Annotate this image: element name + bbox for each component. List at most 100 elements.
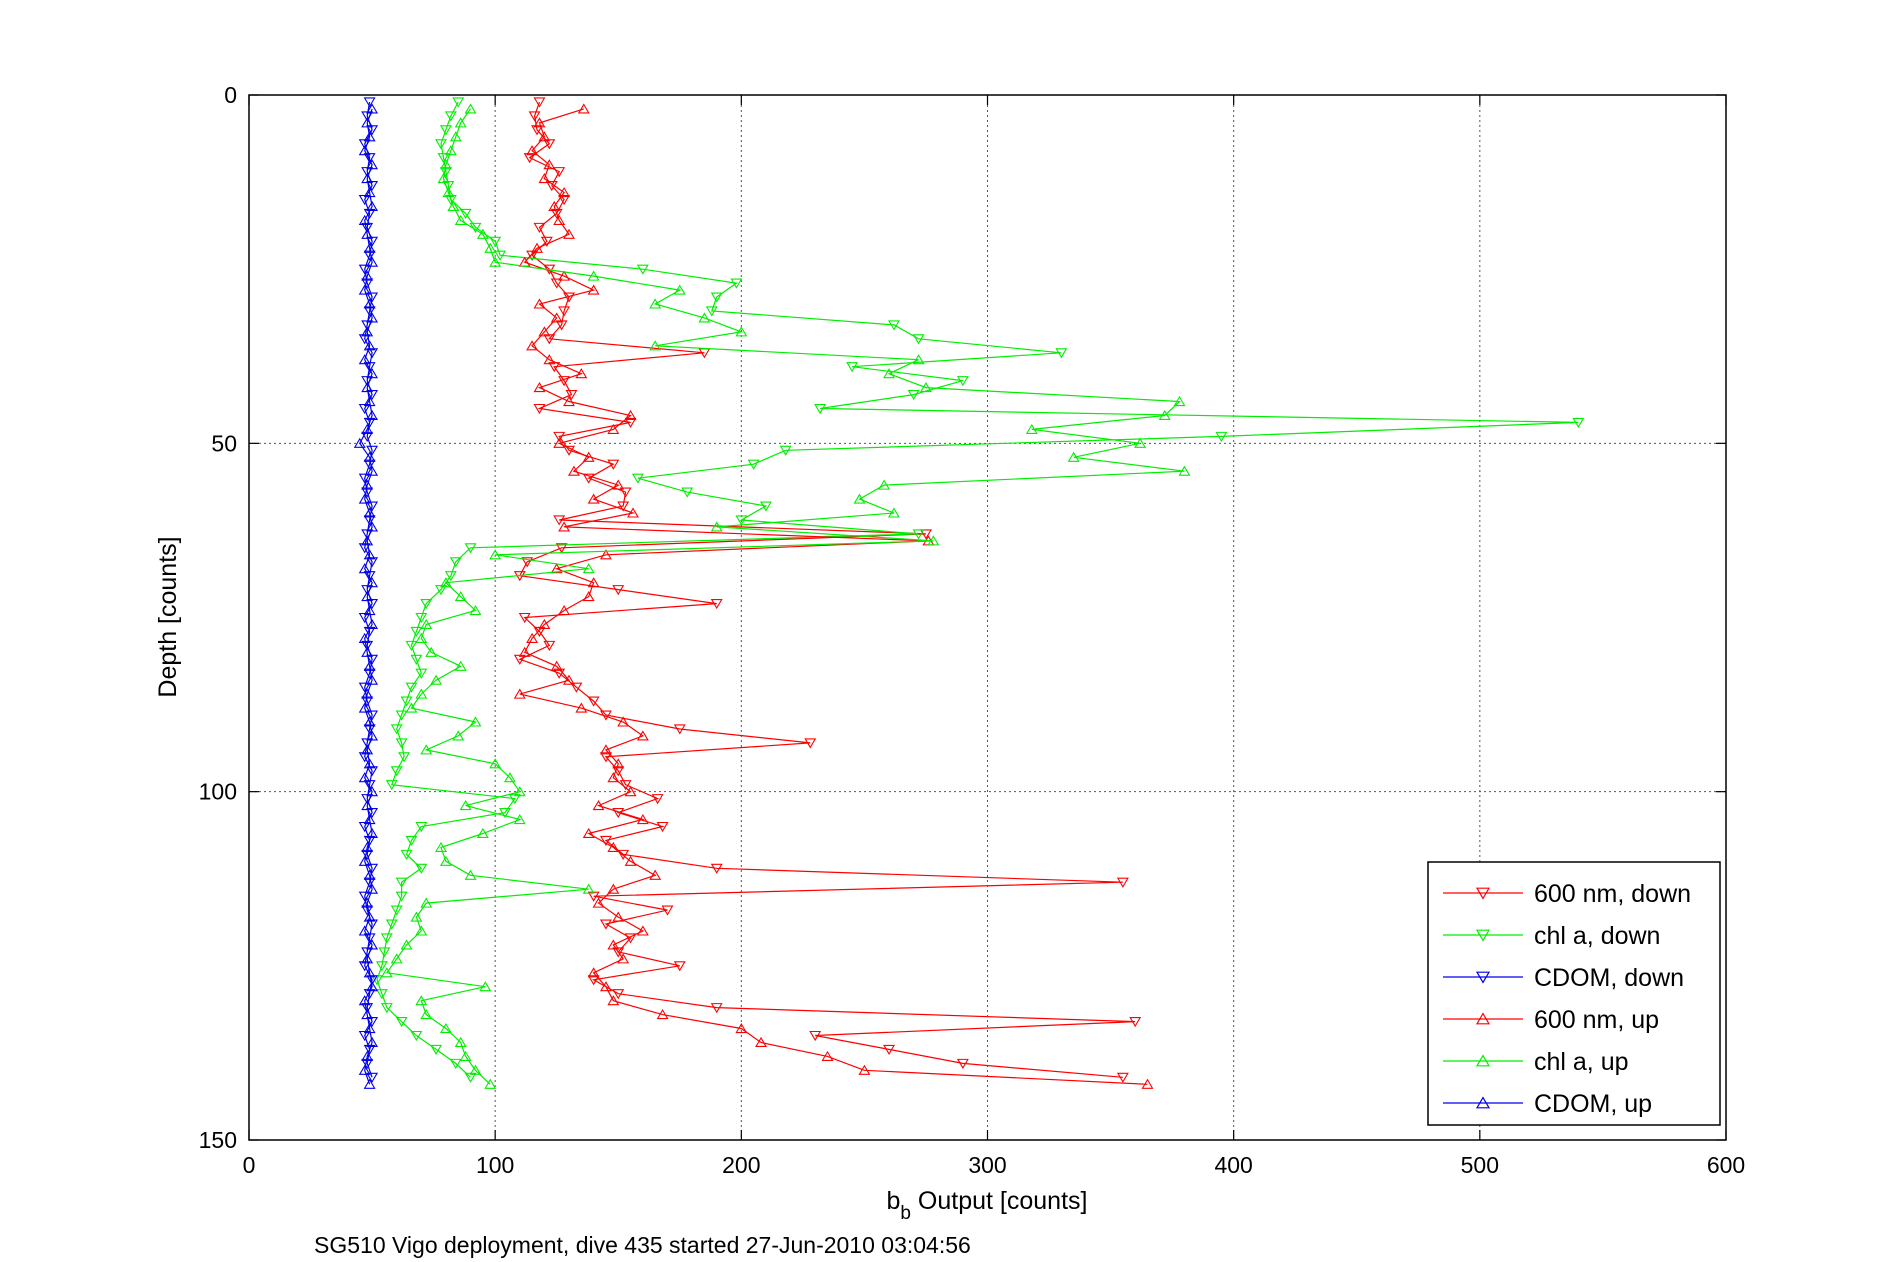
series-cdom-up-point	[363, 186, 376, 198]
series-600-nm-up-point	[538, 326, 551, 337]
series-chl-a-down-point	[444, 194, 457, 206]
legend-entry-chl-a-down: chl a, down	[1443, 922, 1660, 950]
series-chl-a-down-point	[415, 863, 428, 874]
series-chl-a-up-point	[469, 1064, 482, 1075]
series-chl-a-up-line	[385, 108, 1185, 1085]
series-chl-a-up-point	[912, 354, 925, 365]
series-chl-a-down-point	[380, 933, 393, 944]
series-600-nm-down-point	[565, 390, 578, 401]
series-cdom-down-point	[363, 417, 376, 429]
series-cdom-up-point	[366, 674, 379, 685]
series-cdom-up-point	[366, 981, 379, 992]
series-chl-a-up-point	[710, 521, 723, 532]
series-chl-a-up-point	[447, 200, 460, 212]
series-cdom-up-point	[361, 535, 374, 546]
legend-label: chl a, down	[1534, 922, 1660, 950]
series-600-nm-down-point	[651, 794, 664, 805]
series-cdom-down-point	[366, 348, 379, 359]
series-600-nm-down-point	[553, 515, 566, 526]
series-cdom-up-point	[358, 214, 371, 225]
series-chl-a-down-point	[444, 111, 457, 122]
series-600-nm-up-point	[543, 354, 556, 365]
series-cdom-down-point	[361, 1003, 374, 1014]
series-600-nm-up-point	[624, 855, 637, 866]
series-cdom-up-point	[366, 256, 379, 267]
series-600-nm-down-point	[550, 278, 563, 289]
series-600-nm-up-point	[617, 953, 630, 964]
series-chl-a-up-point	[420, 618, 433, 630]
series-600-nm-down-point	[558, 194, 571, 206]
series-cdom-up-point	[358, 772, 371, 783]
series-cdom-up-point	[366, 939, 379, 950]
series-600-nm-up-point	[612, 758, 625, 769]
series-cdom-up-point	[361, 1009, 374, 1020]
series-cdom-down-point	[366, 292, 379, 303]
series-cdom-up-point	[353, 437, 366, 448]
series-cdom-down-point	[358, 473, 371, 484]
series-600-nm-down-point	[582, 473, 595, 484]
series-600-nm-up-point	[553, 437, 566, 448]
series-600-nm-up-point	[538, 173, 551, 184]
series-cdom-up-point	[366, 521, 379, 532]
series-600-nm-up-point	[533, 117, 546, 128]
series-chl-a-up-point	[1025, 423, 1038, 434]
series-cdom-up-point	[361, 117, 374, 128]
series-cdom-down-point	[366, 919, 379, 930]
series-600-nm-down-point	[533, 97, 546, 108]
series-chl-a-down-point	[395, 1017, 408, 1028]
series-600-nm-up-point	[550, 312, 563, 323]
series-600-nm-down-point	[523, 153, 536, 164]
series-cdom-up-point	[366, 103, 379, 114]
legend-marker	[1475, 1012, 1491, 1025]
series-600-nm-up	[513, 103, 1154, 1089]
series-600-nm-up-point	[587, 577, 600, 588]
legend-box	[1427, 861, 1721, 1126]
series-600-nm-up-point	[567, 465, 580, 476]
x-axis-label-main: b	[887, 1187, 901, 1215]
series-600-nm-down-line	[518, 101, 1136, 1078]
series-cdom-up-point	[366, 159, 379, 170]
series-600-nm-up-point	[607, 995, 620, 1006]
series-chl-a-up-point	[452, 730, 465, 741]
series-600-nm-down-point	[607, 459, 620, 470]
series-cdom-up-point	[366, 730, 379, 741]
series-600-nm-down-point	[673, 724, 686, 735]
legend-entry-cdom-down: CDOM, down	[1443, 964, 1684, 992]
series-600-nm-up-point	[582, 827, 595, 839]
series-chl-a-up-point	[439, 855, 452, 866]
series-cdom-down-point	[358, 961, 371, 972]
series-cdom-up-point	[363, 131, 376, 142]
series-chl-a-down-point	[415, 668, 428, 679]
series-chl-a-down-point	[375, 961, 388, 972]
series-600-nm-down-point	[804, 738, 817, 749]
legend: 600 nm, down chl a, down CDOM, down 600 nm,…	[1427, 861, 1721, 1126]
series-600-nm-up-point	[526, 632, 539, 643]
series-chl-a-down-point	[435, 139, 447, 150]
series-chl-a-up-point	[878, 479, 891, 490]
series-cdom-down-point	[366, 863, 379, 874]
series-chl-a-down-point	[444, 571, 457, 582]
series-cdom-up-point	[363, 869, 376, 880]
series-chl-a-up-point	[582, 563, 595, 574]
series-chl-a-up-point	[1067, 451, 1080, 462]
y-tick-label: 100	[199, 779, 237, 805]
series-600-nm-up-point	[607, 841, 620, 852]
series-chl-a-up-point	[435, 841, 447, 852]
series-chl-a-down-point	[449, 1058, 462, 1069]
series-cdom-down-point	[366, 1072, 379, 1083]
legend-marker	[1475, 929, 1491, 942]
series-chl-a-down-point	[380, 1003, 393, 1014]
series-600-nm-up-point	[636, 730, 649, 741]
series-chl-a-up-point	[449, 131, 462, 142]
series-cdom-up-point	[361, 953, 374, 964]
series-cdom-up-point	[358, 493, 371, 504]
series-chl-a-down-point	[814, 403, 827, 415]
series-chl-a-down-point	[887, 320, 900, 331]
series-cdom-up-point	[366, 577, 379, 588]
series-cdom-down-point	[366, 975, 379, 986]
legend-marker	[1475, 1096, 1491, 1109]
series-chl-a-down-point	[395, 710, 408, 721]
series-chl-a-down-point	[464, 543, 477, 554]
series-600-nm-up-point	[599, 981, 612, 992]
series-600-nm-down-point	[599, 919, 612, 930]
